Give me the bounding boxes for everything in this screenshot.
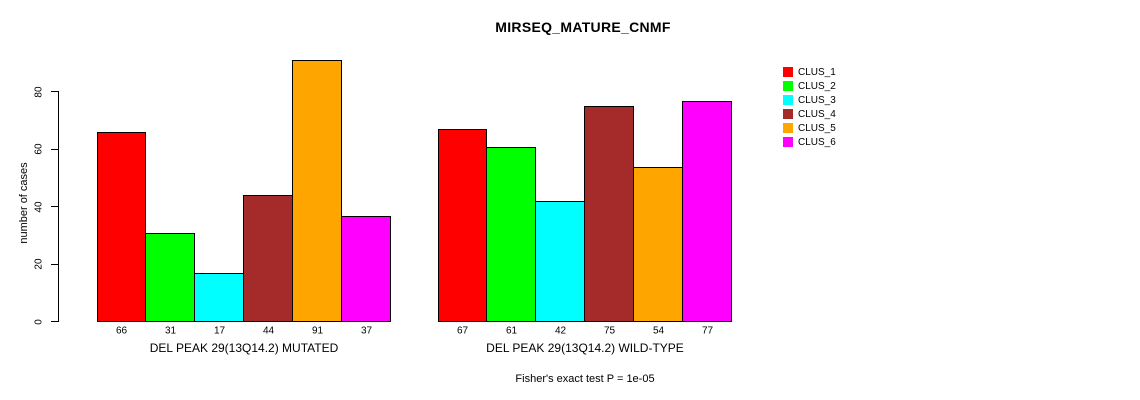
legend-swatch-clus_3 (783, 95, 793, 105)
legend-entry-clus_4: CLUS_4 (783, 107, 836, 121)
bar-clus_3-group2 (535, 200, 585, 322)
group-label-mutated: DEL PEAK 29(13Q14.2) MUTATED (149, 341, 339, 355)
bar-clus_4-group2 (584, 105, 634, 322)
bar-value-label: 31 (164, 325, 177, 337)
bar-clus_1-group1 (97, 131, 146, 322)
y-tick-label: 60 (33, 143, 45, 155)
y-tick-mark (51, 263, 58, 265)
bar-value-label: 77 (701, 325, 714, 337)
legend-entry-clus_3: CLUS_3 (783, 93, 836, 107)
legend-swatch-clus_1 (783, 67, 793, 77)
bar-clus_2-group2 (486, 146, 536, 322)
y-tick-mark (51, 91, 58, 92)
bar-clus_6-group1 (341, 215, 391, 322)
legend-label: CLUS_2 (798, 80, 836, 92)
bar-value-label: 17 (213, 325, 226, 337)
y-axis-line (58, 91, 59, 322)
chart-title: MIRSEQ_MATURE_CNMF (495, 19, 671, 35)
bar-clus_1-group2 (438, 128, 487, 322)
legend-label: CLUS_1 (798, 66, 836, 78)
bar-value-label: 91 (311, 325, 324, 337)
bar-clus_2-group1 (145, 232, 195, 322)
bar-clus_5-group1 (292, 59, 342, 322)
y-tick-label: 80 (33, 85, 45, 98)
bar-value-label: 54 (652, 325, 665, 337)
bar-clus_5-group2 (633, 166, 683, 322)
legend-entry-clus_6: CLUS_6 (783, 135, 836, 149)
legend-swatch-clus_6 (783, 137, 793, 147)
bar-value-label: 42 (554, 325, 567, 337)
legend-label: CLUS_3 (798, 94, 836, 106)
y-tick-label: 0 (33, 318, 45, 325)
bar-value-label: 75 (603, 325, 616, 337)
bar-value-label: 37 (360, 325, 373, 337)
legend-swatch-clus_4 (783, 109, 793, 119)
bar-clus_4-group1 (243, 194, 293, 322)
y-tick-mark (51, 148, 58, 150)
bar-clus_6-group2 (682, 100, 732, 322)
y-tick-label: 40 (33, 200, 45, 213)
legend-entry-clus_2: CLUS_2 (783, 79, 836, 93)
bar-clus_3-group1 (194, 272, 244, 322)
legend-label: CLUS_6 (798, 136, 836, 148)
y-tick-mark (51, 321, 58, 322)
bar-value-label: 44 (262, 325, 275, 337)
legend-swatch-clus_2 (783, 81, 793, 91)
legend: CLUS_1 CLUS_2 CLUS_3 CLUS_4 CLUS_5 CLUS_6 (783, 65, 836, 149)
y-tick-mark (51, 206, 58, 207)
footnote-fisher-test: Fisher's exact test P = 1e-05 (515, 373, 655, 385)
legend-entry-clus_1: CLUS_1 (783, 65, 836, 79)
legend-label: CLUS_5 (798, 122, 836, 134)
legend-label: CLUS_4 (798, 108, 836, 120)
bar-value-label: 66 (115, 325, 128, 337)
legend-entry-clus_5: CLUS_5 (783, 121, 836, 135)
bar-value-label: 61 (505, 325, 518, 337)
y-axis-title: number of cases (18, 162, 30, 244)
bar-value-label: 67 (456, 325, 469, 337)
legend-swatch-clus_5 (783, 123, 793, 133)
y-tick-label: 20 (33, 258, 45, 270)
group-label-wild-type: DEL PEAK 29(13Q14.2) WILD-TYPE (486, 341, 684, 355)
